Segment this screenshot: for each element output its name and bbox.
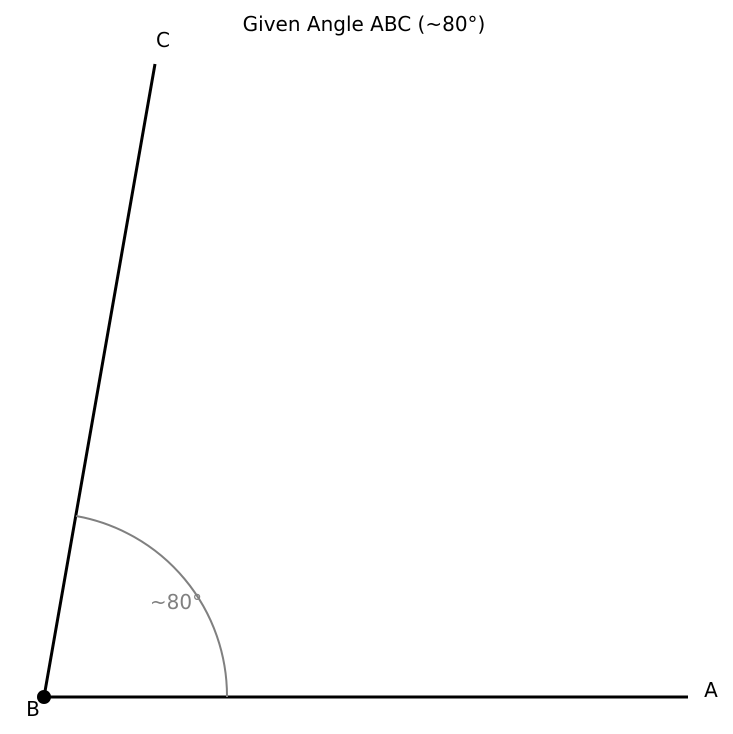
angle-arc xyxy=(75,515,229,698)
point-label-a: A xyxy=(704,678,718,702)
point-label-c: C xyxy=(156,28,170,52)
angle-label: ~80° xyxy=(150,590,202,614)
vertex-b-dot xyxy=(37,690,51,704)
ray-bc xyxy=(42,63,157,698)
diagram-title: Given Angle ABC (~80°) xyxy=(243,12,486,36)
point-label-b: B xyxy=(26,697,40,721)
